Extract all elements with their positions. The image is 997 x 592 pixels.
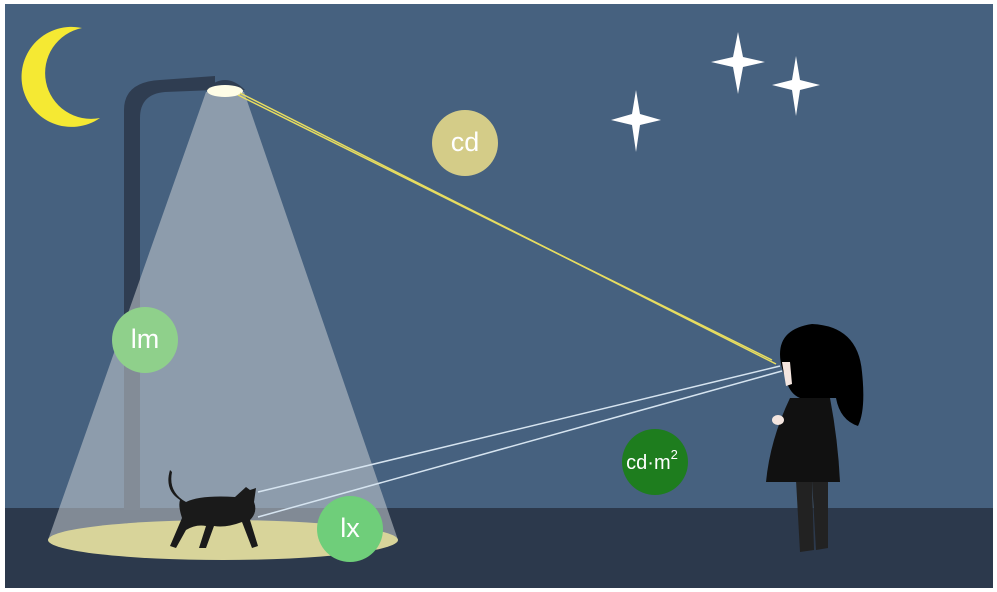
girl-hand <box>772 415 784 425</box>
badge-label: cd <box>451 127 480 157</box>
badge-label-text: cd·m <box>626 452 670 474</box>
illustration: cd lm lx cd·m2 <box>0 0 997 592</box>
lamp-bulb <box>207 85 243 97</box>
badge-label-sup: 2 <box>671 447 678 462</box>
badge-label: cd·m2 <box>626 447 678 474</box>
badge-label: lx <box>340 513 360 543</box>
page: {"labels": {"luminous_intensity": "cd", … <box>0 0 997 592</box>
girl-legs <box>796 480 828 552</box>
badge-label: lm <box>131 324 160 354</box>
